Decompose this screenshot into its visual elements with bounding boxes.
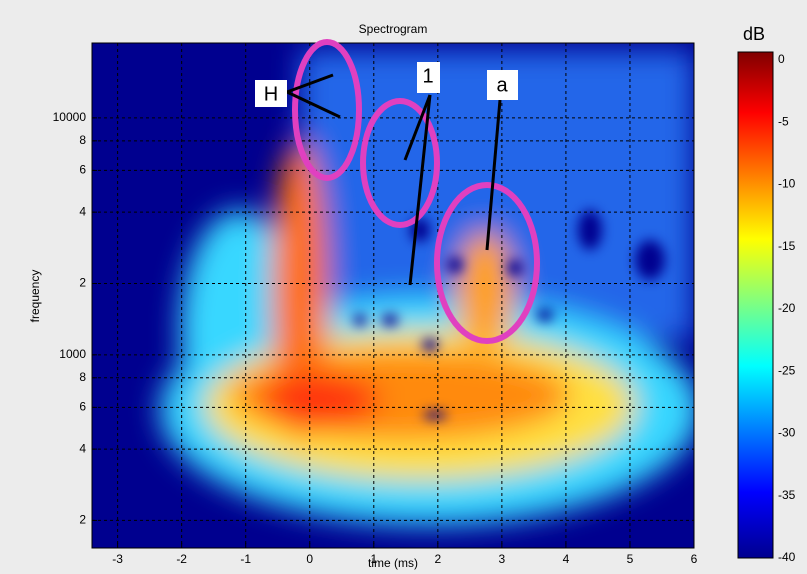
y-tick-label: 4 xyxy=(79,204,86,218)
x-tick-label: 2 xyxy=(434,552,441,566)
annotation: 1 xyxy=(422,65,433,87)
y-tick-label: 2 xyxy=(79,513,86,527)
annotations xyxy=(292,39,540,344)
spectrogram xyxy=(92,43,694,548)
colorbar-tick-label: 0 xyxy=(778,52,785,66)
y-tick-label: 6 xyxy=(79,163,86,177)
x-tick-label: 5 xyxy=(627,552,634,566)
colorbar xyxy=(737,51,774,559)
annotation-lines xyxy=(286,73,502,286)
colorbar-tick-label: -40 xyxy=(778,550,796,564)
annotation-box xyxy=(417,62,440,93)
x-tick-label: -3 xyxy=(112,552,123,566)
colorbar-label: dB xyxy=(743,24,765,44)
y-axis-label: frequency xyxy=(28,270,42,323)
x-tick-label: 6 xyxy=(691,552,698,566)
y-tick-label: 2 xyxy=(79,276,86,290)
colorbar-tick-label: -20 xyxy=(778,301,796,315)
y-tick-label: 10000 xyxy=(53,110,87,124)
x-tick-label: -1 xyxy=(240,552,251,566)
colorbar-tick-label: -10 xyxy=(778,177,796,191)
x-tick-label: 0 xyxy=(306,552,313,566)
y-tick-label: 8 xyxy=(79,370,86,384)
colorbar-tick-label: -25 xyxy=(778,363,796,377)
y-tick-label: 6 xyxy=(79,400,86,414)
annotation: a xyxy=(496,74,508,96)
x-tick-label: 4 xyxy=(563,552,570,566)
colorbar-tick-label: -15 xyxy=(778,239,796,253)
y-tick-label: 4 xyxy=(79,441,86,455)
y-tick-label: 8 xyxy=(79,133,86,147)
x-tick-label: 3 xyxy=(499,552,506,566)
x-tick-label: -2 xyxy=(176,552,187,566)
x-axis-label: time (ms) xyxy=(368,556,418,570)
annotation: H xyxy=(264,83,278,105)
annotation-box xyxy=(255,80,287,107)
colorbar-tick-label: -5 xyxy=(778,114,789,128)
y-tick-label: 1000 xyxy=(59,347,86,361)
chart-title: Spectrogram xyxy=(359,22,428,36)
annotation-box xyxy=(487,70,518,100)
x-tick-label: 1 xyxy=(370,552,377,566)
colorbar-tick-label: -35 xyxy=(778,488,796,502)
colorbar-tick-label: -30 xyxy=(778,426,796,440)
